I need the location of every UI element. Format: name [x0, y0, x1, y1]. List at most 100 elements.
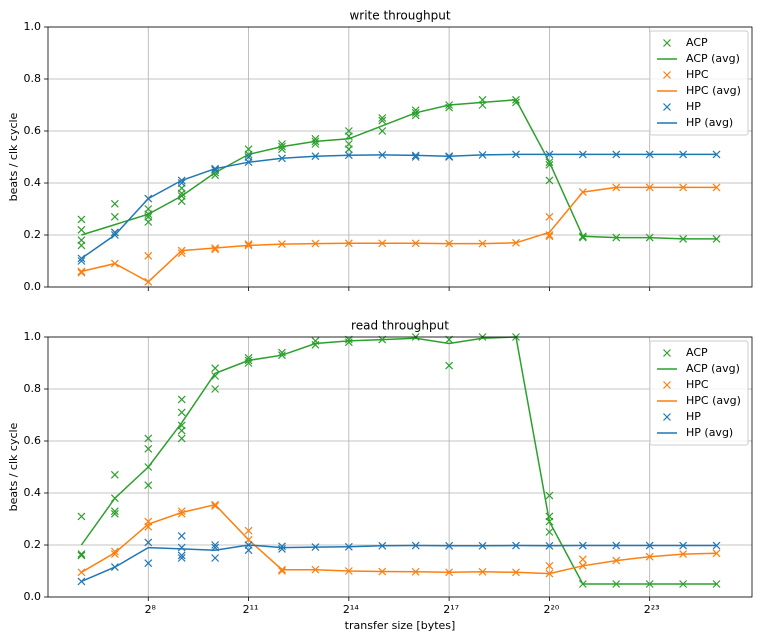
sample-marker: [712, 183, 721, 192]
y-tick-label: 0.4: [24, 176, 42, 189]
legend-label: HPC (avg): [686, 394, 741, 407]
sample-marker: [244, 526, 253, 535]
legend-marker: [663, 39, 671, 47]
legend-label: ACP (avg): [686, 52, 740, 65]
sample-marker: [77, 550, 86, 559]
x-tick-label: 2²⁰: [543, 603, 559, 616]
sample-marker: [77, 512, 86, 521]
sample-marker: [211, 385, 220, 393]
sample-marker: [545, 232, 554, 241]
legend-label: HP (avg): [686, 426, 733, 439]
sample-marker: [278, 544, 286, 553]
y-tick-label: 0.0: [24, 280, 42, 293]
legend-label: HPC (avg): [686, 84, 741, 97]
subplot: 2⁸ 2¹¹ 2¹⁴ 2¹⁷ 2²⁰ 2²³ 0.0 0.2 0.4 0.6 0.8 1.0 read …: [7, 319, 753, 632]
sample-marker: [211, 541, 220, 549]
legend-label: ACP: [686, 36, 708, 49]
sample-marker: [411, 153, 420, 161]
sample-marker: [344, 145, 353, 154]
y-axis-label: beats / clk cycle: [7, 112, 20, 201]
avg-line: [80, 153, 717, 260]
x-tick-label: 2¹⁷: [443, 603, 459, 616]
sample-marker: [177, 408, 186, 417]
legend-label: ACP (avg): [686, 362, 740, 375]
sample-marker: [378, 127, 387, 135]
sample-marker: [144, 251, 153, 260]
chart-title: write throughput: [349, 9, 450, 23]
sample-marker: [712, 541, 721, 550]
legend: ACP ACP (avg) HPC HPC (avg) HP HP (avg): [649, 30, 749, 136]
sample-marker: [545, 491, 554, 500]
sample-marker: [311, 340, 320, 349]
sample-marker: [77, 257, 86, 265]
sample-marker: [144, 218, 153, 226]
sample-marker: [77, 551, 86, 560]
legend-marker: [663, 103, 671, 111]
legend-marker: [663, 413, 671, 421]
x-tick-label: 2¹⁴: [343, 603, 359, 616]
sample-marker: [144, 481, 153, 490]
y-tick-label: 0.2: [24, 228, 42, 241]
sample-marker: [578, 555, 587, 564]
chart-title: read throughput: [351, 319, 449, 333]
sample-marker: [244, 240, 253, 249]
sample-marker: [378, 114, 387, 122]
avg-line: [81, 99, 717, 240]
sample-marker: [177, 551, 186, 560]
sample-marker: [344, 338, 353, 347]
x-axis-label: transfer size [bytes]: [345, 619, 456, 632]
sample-marker: [378, 116, 387, 125]
sample-marker: [177, 189, 186, 198]
sample-marker: [712, 150, 721, 159]
y-tick-label: 0.6: [24, 434, 42, 447]
sample-marker: [110, 470, 119, 479]
sample-marker: [244, 546, 253, 555]
sample-marker: [211, 372, 220, 380]
sample-marker: [177, 395, 186, 404]
avg-line: [81, 544, 717, 583]
legend-label: HPC: [686, 378, 709, 391]
sample-marker: [712, 549, 721, 558]
sample-marker: [77, 241, 86, 250]
sample-marker: [545, 176, 554, 185]
legend-marker: [663, 71, 671, 79]
sample-marker: [144, 444, 153, 453]
legend-box: [649, 340, 749, 446]
sample-marker: [211, 554, 220, 562]
y-axis-label: beats / clk cycle: [7, 422, 20, 511]
axes-frame: [47, 26, 753, 288]
x-tick-label: 2¹¹: [243, 603, 259, 616]
y-tick-label: 0.0: [24, 590, 42, 603]
sample-marker: [545, 561, 554, 570]
sample-marker: [144, 434, 153, 443]
y-tick-label: 0.8: [24, 72, 42, 85]
sample-marker: [211, 245, 220, 254]
legend-label: HP (avg): [686, 116, 733, 129]
legend-label: HPC: [686, 68, 709, 81]
legend: ACP ACP (avg) HPC HPC (avg) HP HP (avg): [649, 340, 749, 446]
sample-marker: [177, 531, 186, 540]
sample-marker: [110, 212, 119, 221]
sample-marker: [177, 543, 186, 552]
sample-marker: [144, 522, 153, 531]
sample-marker: [545, 212, 554, 221]
y-tick-label: 0.2: [24, 538, 42, 551]
subplot: 0.0 0.2 0.4 0.6 0.8 1.0 write throughput beats …: [7, 9, 753, 293]
sample-marker: [77, 225, 86, 234]
sample-marker: [177, 426, 186, 435]
sample-marker: [545, 528, 554, 536]
legend-marker: [663, 381, 671, 389]
sample-marker: [445, 153, 454, 161]
avg-line: [81, 503, 717, 575]
y-tick-label: 0.8: [24, 382, 42, 395]
avg-line: [81, 186, 717, 283]
legend-label: ACP: [686, 346, 708, 359]
sample-marker: [110, 509, 119, 518]
sample-marker: [278, 542, 286, 551]
sample-marker: [110, 228, 119, 237]
sample-marker: [211, 364, 220, 373]
sample-marker: [278, 567, 286, 575]
legend-marker: [663, 349, 671, 357]
sample-marker: [578, 233, 587, 242]
